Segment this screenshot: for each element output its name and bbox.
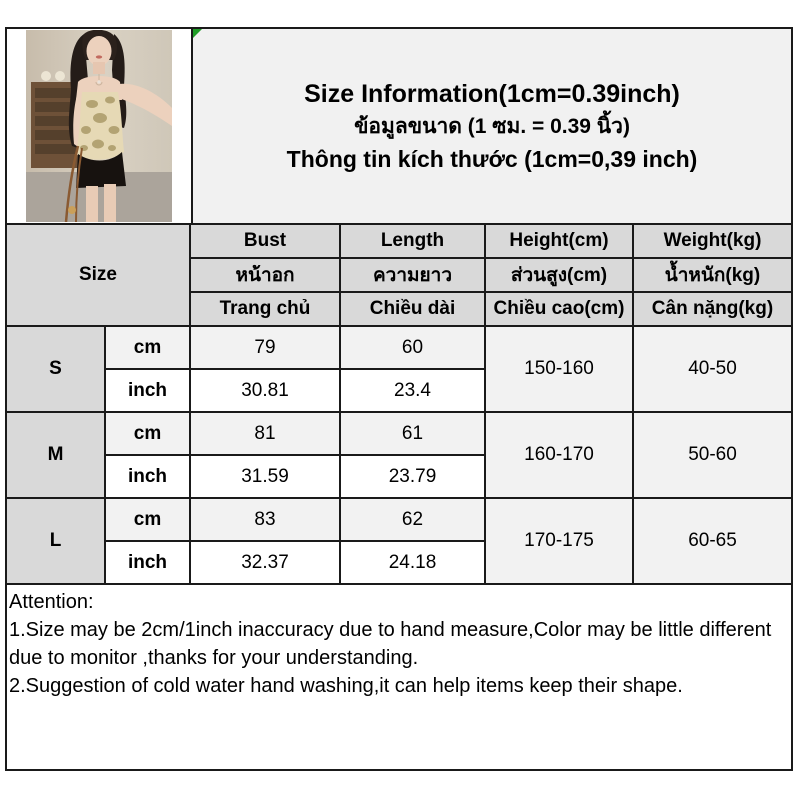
size-corner-label: Size (7, 224, 191, 327)
col-header-length-th: ความยาว (339, 257, 486, 293)
col-header-height-th: ส่วนสูง(cm) (484, 257, 634, 293)
attention-heading: Attention: (9, 591, 94, 613)
page-title-th: ข้อมูลขนาด (1 ซม. = 0.39 นิ้ว) (354, 115, 630, 138)
col-header-length-vi: Chiều dài (339, 291, 486, 327)
page-title-en: Size Information(1cm=0.39inch) (304, 80, 680, 108)
unit-label-inch: inch (104, 454, 191, 499)
length-cm-m: 61 (339, 411, 486, 456)
height-range-l: 170-175 (484, 497, 634, 585)
unit-label-cm: cm (104, 411, 191, 456)
col-header-weight-vi: Cân nặng(kg) (632, 291, 791, 327)
attention-note-2: 2.Suggestion of cold water hand washing,… (9, 675, 683, 697)
length-inch-s: 23.4 (339, 368, 486, 413)
col-header-bust-vi: Trang chủ (189, 291, 341, 327)
size-table: Size Bust Length Height(cm) Weight(kg) ห… (7, 223, 791, 585)
height-range-s: 150-160 (484, 325, 634, 413)
length-inch-m: 23.79 (339, 454, 486, 499)
attention-note-1: 1.Size may be 2cm/1inch inaccuracy due t… (9, 619, 772, 669)
size-label-m: M (7, 411, 106, 499)
length-inch-l: 24.18 (339, 540, 486, 585)
unit-label-cm: cm (104, 325, 191, 370)
col-header-length-en: Length (339, 224, 486, 259)
unit-label-inch: inch (104, 368, 191, 413)
height-range-m: 160-170 (484, 411, 634, 499)
weight-range-s: 40-50 (632, 325, 791, 413)
green-corner-marker-icon (193, 29, 202, 38)
col-header-weight-th: น้ำหนัก(kg) (632, 257, 791, 293)
length-cm-l: 62 (339, 497, 486, 542)
weight-range-m: 50-60 (632, 411, 791, 499)
size-chart-frame: Size Information(1cm=0.39inch) ข้อมูลขนา… (5, 27, 793, 771)
title-cell: Size Information(1cm=0.39inch) ข้อมูลขนา… (193, 29, 791, 223)
unit-label-cm: cm (104, 497, 191, 542)
length-cm-s: 60 (339, 325, 486, 370)
bust-cm-s: 79 (189, 325, 341, 370)
bust-inch-m: 31.59 (189, 454, 341, 499)
header-section: Size Information(1cm=0.39inch) ข้อมูลขนา… (7, 29, 791, 223)
weight-range-l: 60-65 (632, 497, 791, 585)
size-label-s: S (7, 325, 106, 413)
unit-label-inch: inch (104, 540, 191, 585)
size-label-l: L (7, 497, 106, 585)
col-header-weight-en: Weight(kg) (632, 224, 791, 259)
bust-cm-l: 83 (189, 497, 341, 542)
bust-inch-s: 30.81 (189, 368, 341, 413)
bust-inch-l: 32.37 (189, 540, 341, 585)
product-photo-cell (7, 29, 193, 223)
col-header-height-vi: Chiều cao(cm) (484, 291, 634, 327)
page-title-vi: Thông tin kích thước (1cm=0,39 inch) (286, 146, 698, 172)
col-header-bust-th: หน้าอก (189, 257, 341, 293)
col-header-height-en: Height(cm) (484, 224, 634, 259)
product-photo (26, 30, 172, 222)
col-header-bust-en: Bust (189, 224, 341, 259)
bust-cm-m: 81 (189, 411, 341, 456)
attention-section: Attention: 1.Size may be 2cm/1inch inacc… (7, 585, 791, 700)
